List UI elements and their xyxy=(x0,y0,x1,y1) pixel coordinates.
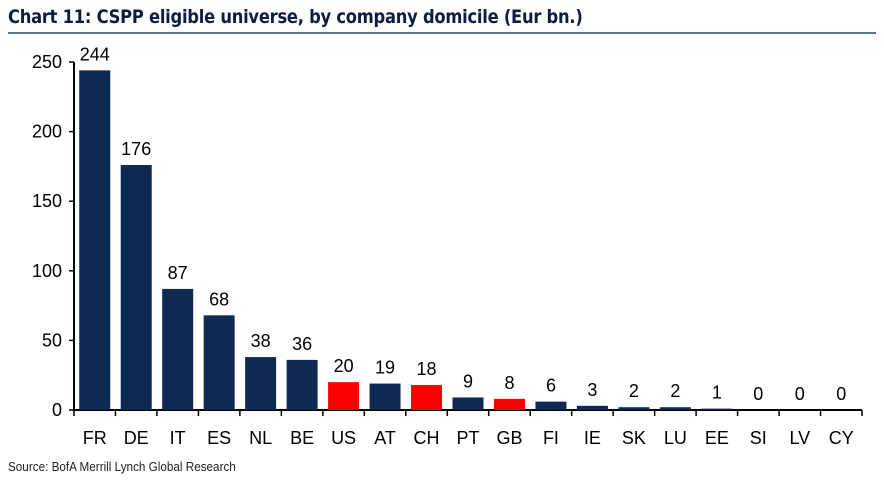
y-tick-label: 250 xyxy=(32,52,62,72)
bar-pt xyxy=(452,397,484,410)
bar-gb xyxy=(493,398,525,410)
data-label-pt: 9 xyxy=(463,371,473,391)
data-label-ee: 1 xyxy=(712,383,722,403)
x-tick-label: DE xyxy=(124,428,149,448)
x-tick-label: US xyxy=(331,428,356,448)
data-label-ie: 3 xyxy=(587,380,597,400)
data-label-sk: 2 xyxy=(629,381,639,401)
y-tick-label: 50 xyxy=(42,330,62,350)
data-label-lu: 2 xyxy=(670,381,680,401)
bar-at xyxy=(369,383,401,410)
x-tick-label: CY xyxy=(829,428,854,448)
data-label-lv: 0 xyxy=(795,384,805,404)
bar-ie xyxy=(576,405,608,410)
data-label-gb: 8 xyxy=(504,373,514,393)
source-note: Source: BofA Merrill Lynch Global Resear… xyxy=(8,459,236,474)
x-tick-label: PT xyxy=(456,428,479,448)
x-tick-label: FI xyxy=(543,428,559,448)
x-tick-label: CH xyxy=(414,428,440,448)
data-label-de: 176 xyxy=(121,139,151,159)
y-tick-label: 150 xyxy=(32,191,62,211)
data-label-es: 68 xyxy=(209,289,229,309)
title-underline xyxy=(8,32,876,34)
x-tick-label: EE xyxy=(705,428,729,448)
data-label-nl: 38 xyxy=(251,331,271,351)
data-label-at: 19 xyxy=(375,358,395,378)
x-tick-label: GB xyxy=(496,428,522,448)
x-tick-label: LU xyxy=(664,428,687,448)
x-tick-label: NL xyxy=(249,428,272,448)
data-label-cy: 0 xyxy=(836,384,846,404)
bar-lu xyxy=(659,407,691,410)
bar-ee xyxy=(701,408,733,410)
data-label-be: 36 xyxy=(292,334,312,354)
x-tick-label: SI xyxy=(750,428,767,448)
bar-fi xyxy=(535,401,567,410)
bar-nl xyxy=(245,357,277,410)
bar-fr xyxy=(79,70,111,411)
bar-be xyxy=(286,359,318,410)
y-tick-label: 200 xyxy=(32,122,62,142)
x-tick-label: LV xyxy=(789,428,810,448)
data-label-si: 0 xyxy=(753,384,763,404)
data-label-ch: 18 xyxy=(417,359,437,379)
y-tick-label: 0 xyxy=(52,400,62,420)
x-tick-label: IT xyxy=(170,428,186,448)
x-tick-label: FR xyxy=(83,428,107,448)
bar-de xyxy=(120,165,152,410)
x-tick-label: AT xyxy=(374,428,396,448)
data-label-it: 87 xyxy=(168,263,188,283)
data-label-fi: 6 xyxy=(546,376,556,396)
chart-title: Chart 11: CSPP eligible universe, by com… xyxy=(8,6,583,28)
bar-sk xyxy=(618,407,650,410)
y-tick-label: 100 xyxy=(32,261,62,281)
data-label-fr: 244 xyxy=(80,44,110,64)
bar-ch xyxy=(411,384,443,410)
bar-es xyxy=(203,315,235,410)
x-tick-label: ES xyxy=(207,428,231,448)
data-label-us: 20 xyxy=(334,356,354,376)
x-tick-label: SK xyxy=(622,428,646,448)
x-tick-label: IE xyxy=(584,428,601,448)
bar-us xyxy=(328,382,360,410)
bar-it xyxy=(162,288,194,410)
x-tick-label: BE xyxy=(290,428,314,448)
